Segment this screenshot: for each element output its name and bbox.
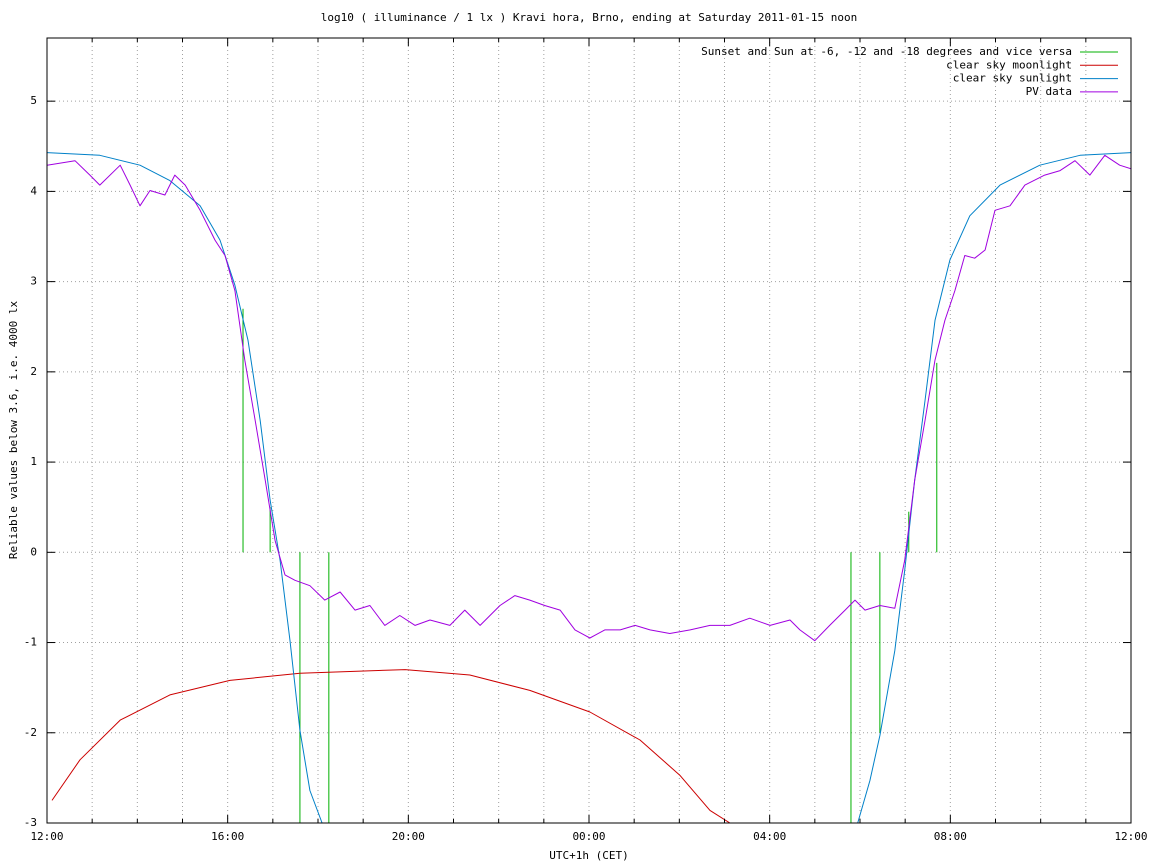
y-axis-label: Reliable values below 3.6, i.e. 4000 lx (7, 300, 20, 559)
grid (46, 38, 1132, 824)
x-tick-label: 08:00 (934, 830, 967, 843)
chart-title: log10 ( illuminance / 1 lx ) Kravi hora,… (321, 11, 857, 24)
y-tick-label: -3 (24, 816, 37, 829)
y-tick-label: 0 (30, 545, 37, 558)
y-tick-label: 4 (30, 184, 37, 197)
x-tick-label: 16:00 (211, 830, 244, 843)
legend-label: clear sky sunlight (953, 72, 1072, 85)
x-tick-label: 12:00 (1114, 830, 1147, 843)
y-tick-label: 5 (30, 94, 37, 107)
x-tick-label: 04:00 (753, 830, 786, 843)
x-tick-label: 00:00 (572, 830, 605, 843)
x-tick-label: 12:00 (30, 830, 63, 843)
legend-label: PV data (1026, 85, 1072, 98)
y-tick-label: 3 (30, 275, 37, 288)
x-axis-label: UTC+1h (CET) (549, 849, 628, 862)
y-tick-label: -2 (24, 726, 37, 739)
y-tick-label: 2 (30, 365, 37, 378)
x-tick-label: 20:00 (392, 830, 425, 843)
y-tick-label: 1 (30, 455, 37, 468)
plot-area (47, 152, 1131, 823)
legend-label: clear sky moonlight (946, 58, 1072, 71)
series-line (47, 152, 1131, 823)
y-tick-label: -1 (24, 636, 37, 649)
legend-label: Sunset and Sun at -6, -12 and -18 degree… (701, 45, 1072, 58)
series-line (51, 669, 731, 823)
series-line (47, 154, 1131, 642)
